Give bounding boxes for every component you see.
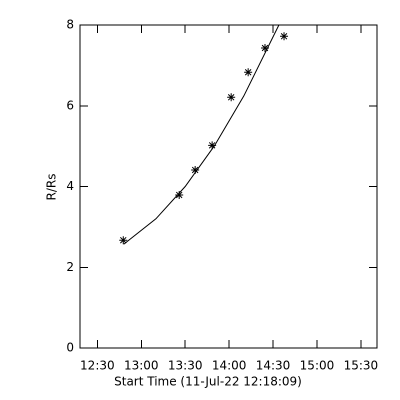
y-tick-label: 0 — [66, 341, 74, 355]
x-tick-label: 13:00 — [124, 359, 159, 373]
x-tick-label: 13:30 — [168, 359, 203, 373]
data-point — [119, 236, 128, 245]
data-point — [191, 165, 200, 174]
data-point — [244, 68, 253, 77]
fit-line — [123, 24, 280, 245]
x-tick-label: 12:30 — [80, 359, 115, 373]
data-point — [260, 44, 269, 53]
y-tick-label: 6 — [66, 98, 74, 112]
x-tick-label: 15:00 — [300, 359, 335, 373]
x-tick-label: 15:30 — [344, 359, 379, 373]
data-point — [227, 93, 236, 102]
plot-frame — [79, 24, 378, 349]
data-point — [280, 32, 289, 41]
data-point — [175, 190, 184, 199]
x-axis-label: Start Time (11-Jul-22 12:18:09) — [114, 375, 302, 389]
y-axis-label: R/Rs — [45, 174, 59, 201]
x-tick-label: 14:00 — [212, 359, 247, 373]
data-point — [208, 141, 217, 150]
y-tick-label: 8 — [66, 18, 74, 32]
x-tick-label: 14:30 — [256, 359, 291, 373]
y-tick-label: 2 — [66, 260, 74, 274]
y-tick-label: 4 — [66, 179, 74, 193]
